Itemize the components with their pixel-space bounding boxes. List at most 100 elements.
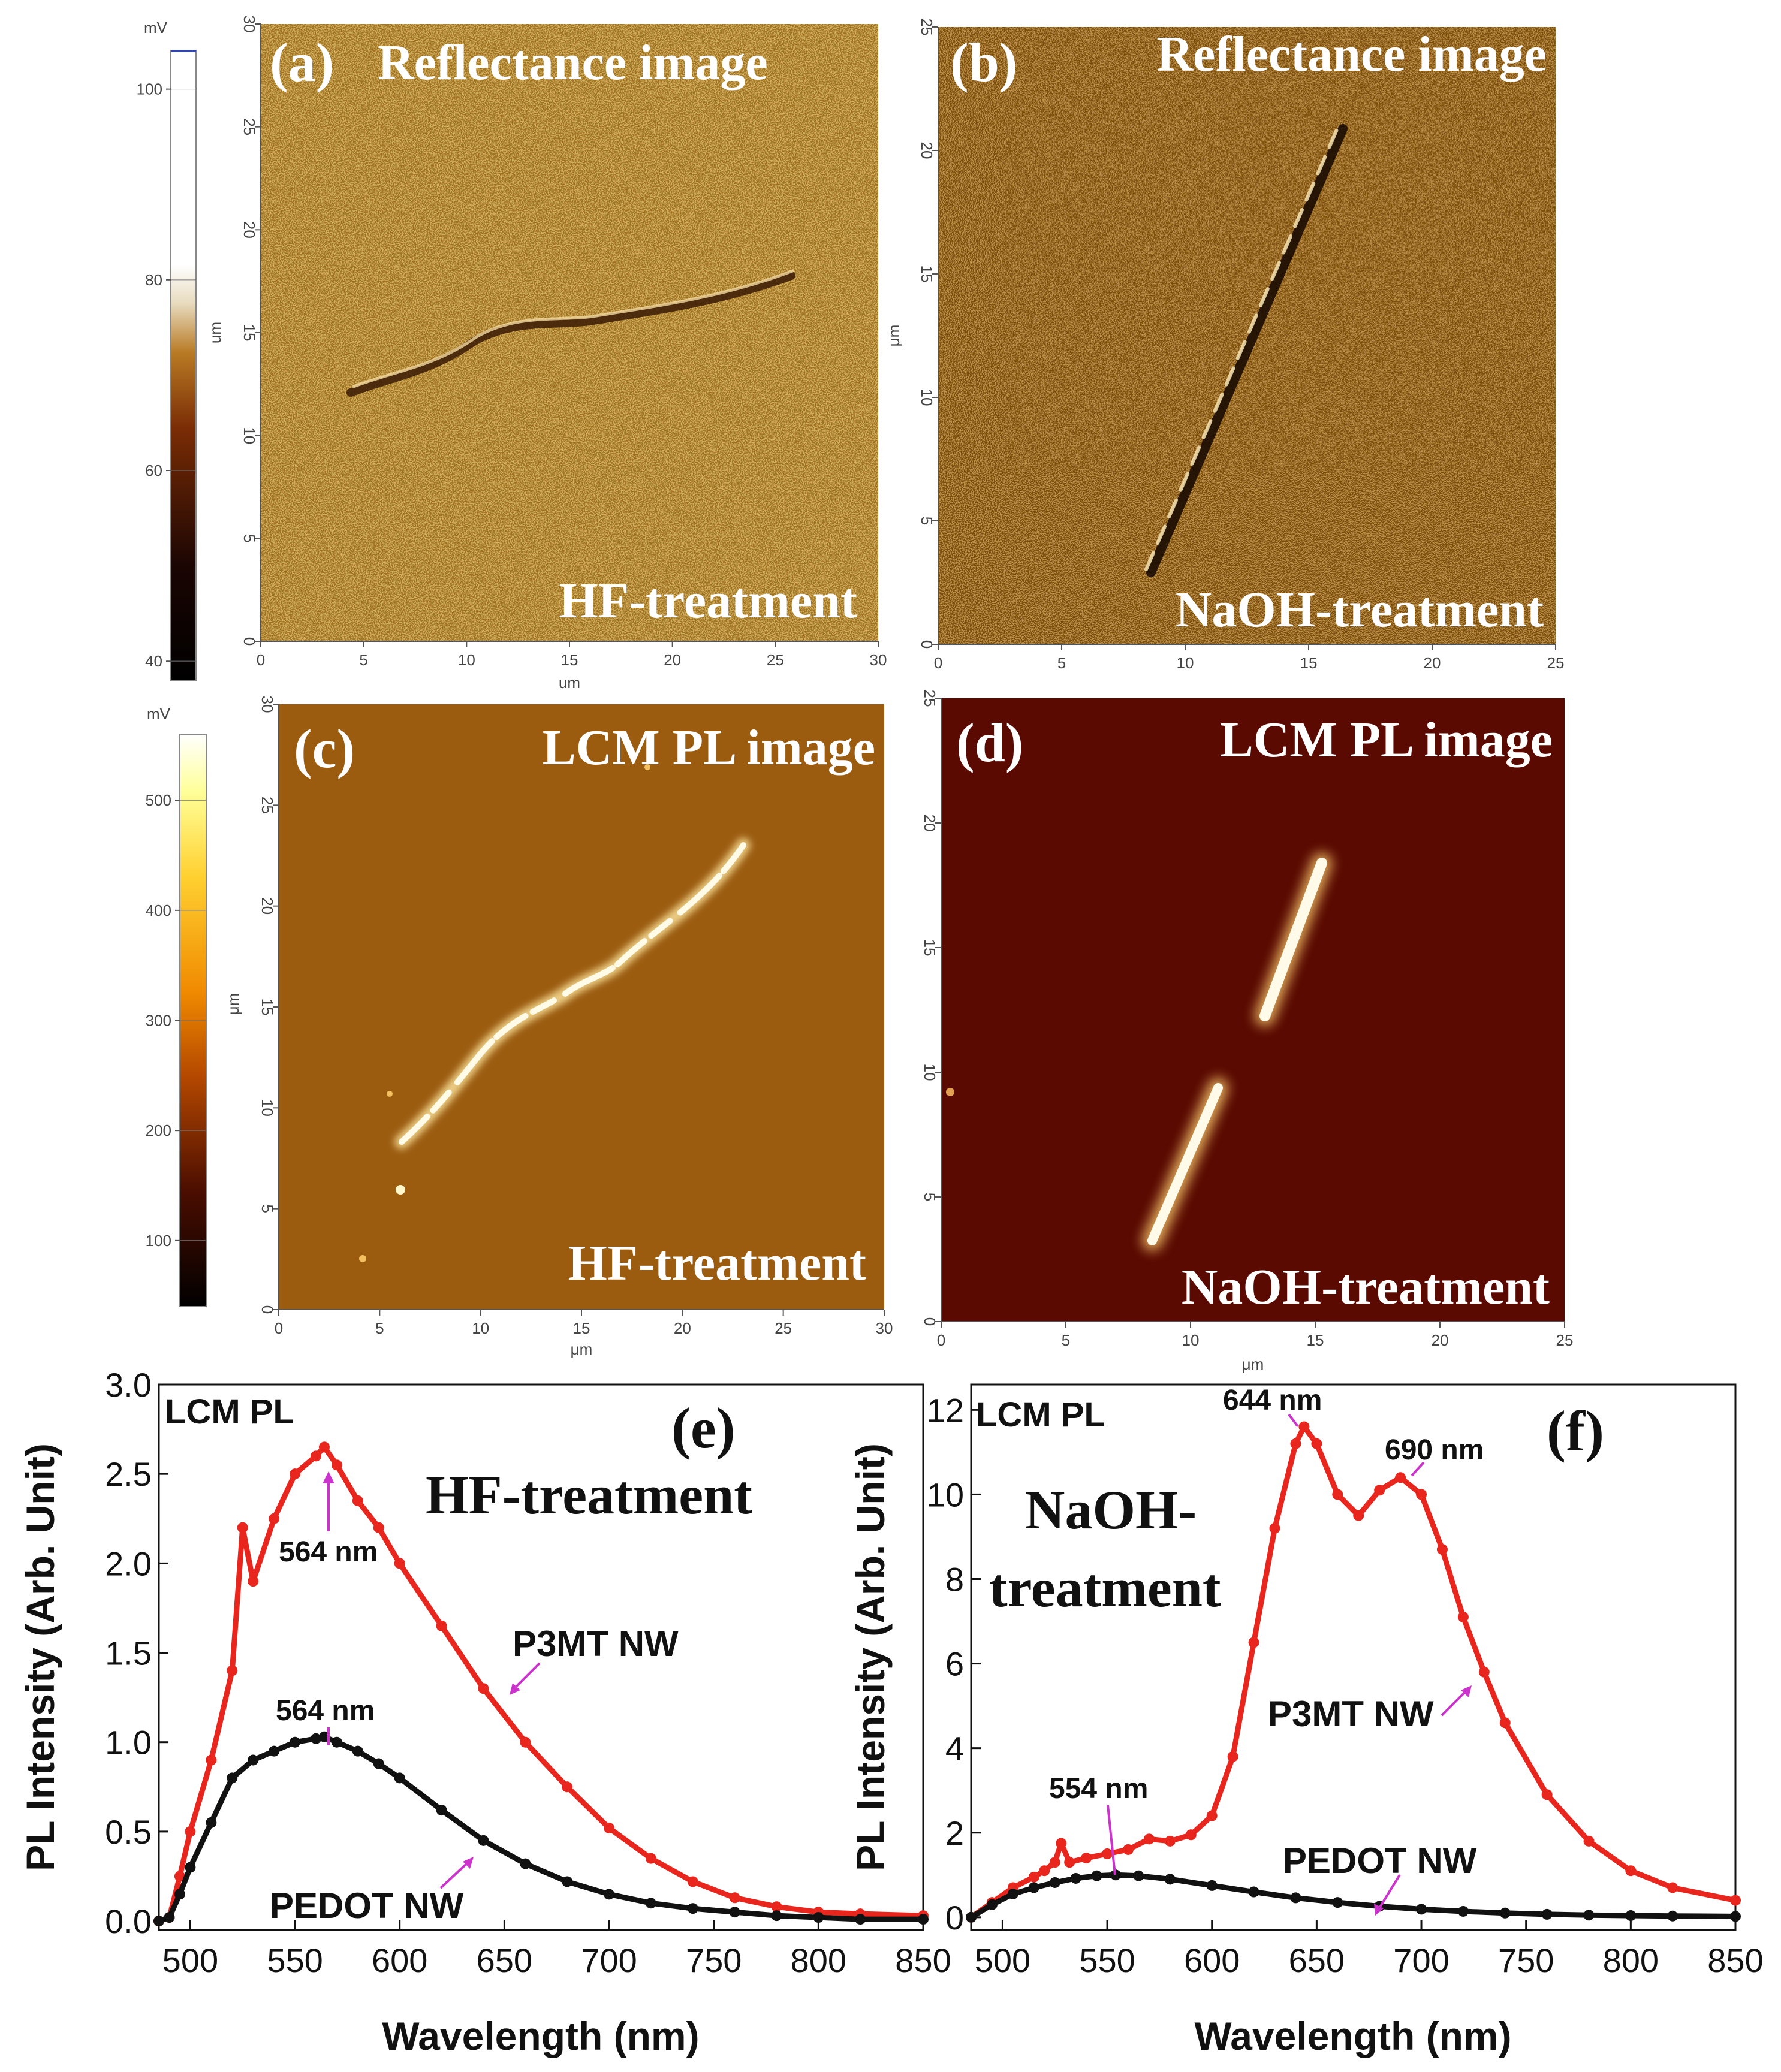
- data-point-pedot-nw: [310, 1733, 321, 1744]
- arrow-e3-head: [510, 1683, 520, 1695]
- data-point-pedot-nw: [645, 1898, 656, 1909]
- panel-title-f-line2: treatment: [989, 1557, 1221, 1618]
- data-point-pedot-nw: [986, 1899, 998, 1910]
- axis-x-label-e: Wavelength (nm): [382, 2014, 699, 2058]
- reflectance-grain-a: [261, 24, 878, 641]
- x-tick-label: 20: [1424, 654, 1441, 672]
- arrow-e3: [514, 1662, 541, 1688]
- data-point-p3mt-nw: [1227, 1751, 1238, 1762]
- y-tick-label: 0: [921, 1317, 939, 1326]
- data-point-p3mt-nw: [290, 1468, 301, 1480]
- arrow-f2: [1288, 1413, 1299, 1428]
- axis-x-label-d: μm: [1242, 1355, 1264, 1373]
- peak-label-e1: 564 nm: [279, 1536, 378, 1568]
- data-point-pedot-nw: [1667, 1910, 1678, 1922]
- x-tick-label: 700: [581, 1941, 637, 1979]
- colorbar-tick-label: 100: [137, 80, 162, 98]
- x-tick-label: 15: [1300, 654, 1318, 672]
- pl-spot-c3: [644, 764, 650, 770]
- data-point-p3mt-nw: [1374, 1485, 1385, 1496]
- corner-label-e: LCM PL: [165, 1392, 294, 1431]
- arrow-f3: [1411, 1461, 1425, 1477]
- data-point-p3mt-nw: [1541, 1789, 1553, 1800]
- data-point-p3mt-nw: [1143, 1833, 1155, 1845]
- x-tick-label: 15: [573, 1319, 590, 1337]
- y-tick-label: 10: [921, 1064, 939, 1081]
- x-tick-label: 15: [561, 651, 578, 669]
- axis-x-label-c: μm: [571, 1340, 593, 1358]
- data-point-pedot-nw: [1070, 1872, 1081, 1884]
- data-point-p3mt-nw: [687, 1876, 698, 1887]
- data-point-p3mt-nw: [436, 1620, 447, 1631]
- colorbar-c-ticks: 100 200 300 400 500: [146, 791, 206, 1250]
- corner-label-f: LCM PL: [976, 1395, 1105, 1434]
- panel-b: 0 5 10 15 20 25 0 5 10 15 20 25 μm (b) Reflectance …: [885, 19, 1564, 672]
- y-tick-label: 5: [240, 534, 258, 542]
- data-point-p3mt-nw: [331, 1459, 342, 1471]
- data-point-p3mt-nw: [206, 1754, 217, 1766]
- panel-title-d: LCM PL image: [1220, 712, 1553, 768]
- data-point-p3mt-nw: [1332, 1489, 1343, 1500]
- treatment-label-b: NaOH-treatment: [1176, 582, 1544, 638]
- data-point-pedot-nw: [394, 1772, 405, 1784]
- y-tick-label: 10: [918, 389, 936, 406]
- colorbar-tick-label: 100: [146, 1232, 171, 1250]
- y-tick-label: 1.0: [105, 1724, 152, 1762]
- pl-image-c: [279, 704, 884, 1310]
- data-point-p3mt-nw: [1353, 1510, 1364, 1521]
- data-point-pedot-nw: [1730, 1911, 1741, 1922]
- x-tick-label: 5: [359, 651, 367, 669]
- nanowire-d-upper: [1259, 858, 1327, 1021]
- nanowire-d-lower: [1147, 1083, 1223, 1245]
- x-tick-label: 10: [458, 651, 475, 669]
- x-tick-label: 30: [876, 1319, 893, 1337]
- panel-d: 0 5 10 15 20 25 0 5 10 15 20 25 μm (d) LCM PL image…: [921, 690, 1573, 1373]
- colorbar-tick-label: 300: [146, 1012, 171, 1030]
- y-tick-label: 0: [240, 637, 258, 646]
- data-point-pedot-nw: [1110, 1869, 1122, 1881]
- data-point-p3mt-nw: [1478, 1666, 1490, 1678]
- data-point-p3mt-nw: [174, 1871, 185, 1882]
- x-tick-label: 15: [1307, 1331, 1324, 1349]
- series-label-pedot-f: PEDOT NW: [1283, 1841, 1477, 1881]
- panel-f: 500 550 600 650 700 750 800 850 0 2 4 6 8 10 12 LCM PL…: [848, 1383, 1764, 2058]
- data-point-p3mt-nw: [1730, 1895, 1741, 1906]
- y-tick-label: 30: [258, 696, 276, 713]
- data-point-p3mt-nw: [394, 1558, 405, 1569]
- x-tick-label: 500: [975, 1941, 1030, 1979]
- colorbar-a-ticks: 40 60 80 100: [137, 80, 196, 670]
- data-point-pedot-nw: [562, 1876, 573, 1887]
- data-point-p3mt-nw: [1298, 1421, 1310, 1432]
- data-point-p3mt-nw: [645, 1853, 656, 1864]
- panel-label-d: (d): [956, 712, 1023, 773]
- y-tick-label: 1.5: [105, 1634, 152, 1672]
- data-point-p3mt-nw: [227, 1665, 238, 1676]
- x-tick-label: 10: [1177, 654, 1194, 672]
- series-f: [966, 1421, 1741, 1923]
- x-tick-label: 800: [791, 1941, 846, 1979]
- peak-label-f2: 644 nm: [1223, 1385, 1322, 1416]
- pl-spot-c2: [387, 1091, 393, 1097]
- axis-y-label-e: PL Intensity (Arb. Unit): [18, 1443, 62, 1871]
- data-point-pedot-nw: [269, 1745, 280, 1757]
- y-tick-label: 10: [240, 427, 258, 444]
- data-point-pedot-nw: [771, 1910, 782, 1922]
- data-point-pedot-nw: [1625, 1910, 1637, 1922]
- data-point-p3mt-nw: [1269, 1522, 1280, 1534]
- data-point-p3mt-nw: [269, 1513, 280, 1524]
- data-point-p3mt-nw: [318, 1441, 330, 1453]
- data-point-p3mt-nw: [352, 1495, 363, 1506]
- colorbar-a: [170, 50, 197, 681]
- x-tick-label: 5: [1057, 654, 1066, 672]
- data-point-p3mt-nw: [1416, 1489, 1427, 1500]
- data-point-p3mt-nw: [237, 1522, 248, 1533]
- panel-label-c: (c): [294, 718, 355, 779]
- data-point-pedot-nw: [1164, 1874, 1176, 1885]
- pl-spot-c4: [359, 1255, 366, 1262]
- arrow-f4: [1441, 1690, 1467, 1717]
- x-tick-label: 25: [1556, 1331, 1574, 1349]
- series-label-pedot-e: PEDOT NW: [270, 1886, 464, 1926]
- colorbar-c-unit: mV: [147, 705, 171, 723]
- y-tick-label: 0: [918, 640, 936, 649]
- colorbar-tick-label: 60: [145, 462, 162, 479]
